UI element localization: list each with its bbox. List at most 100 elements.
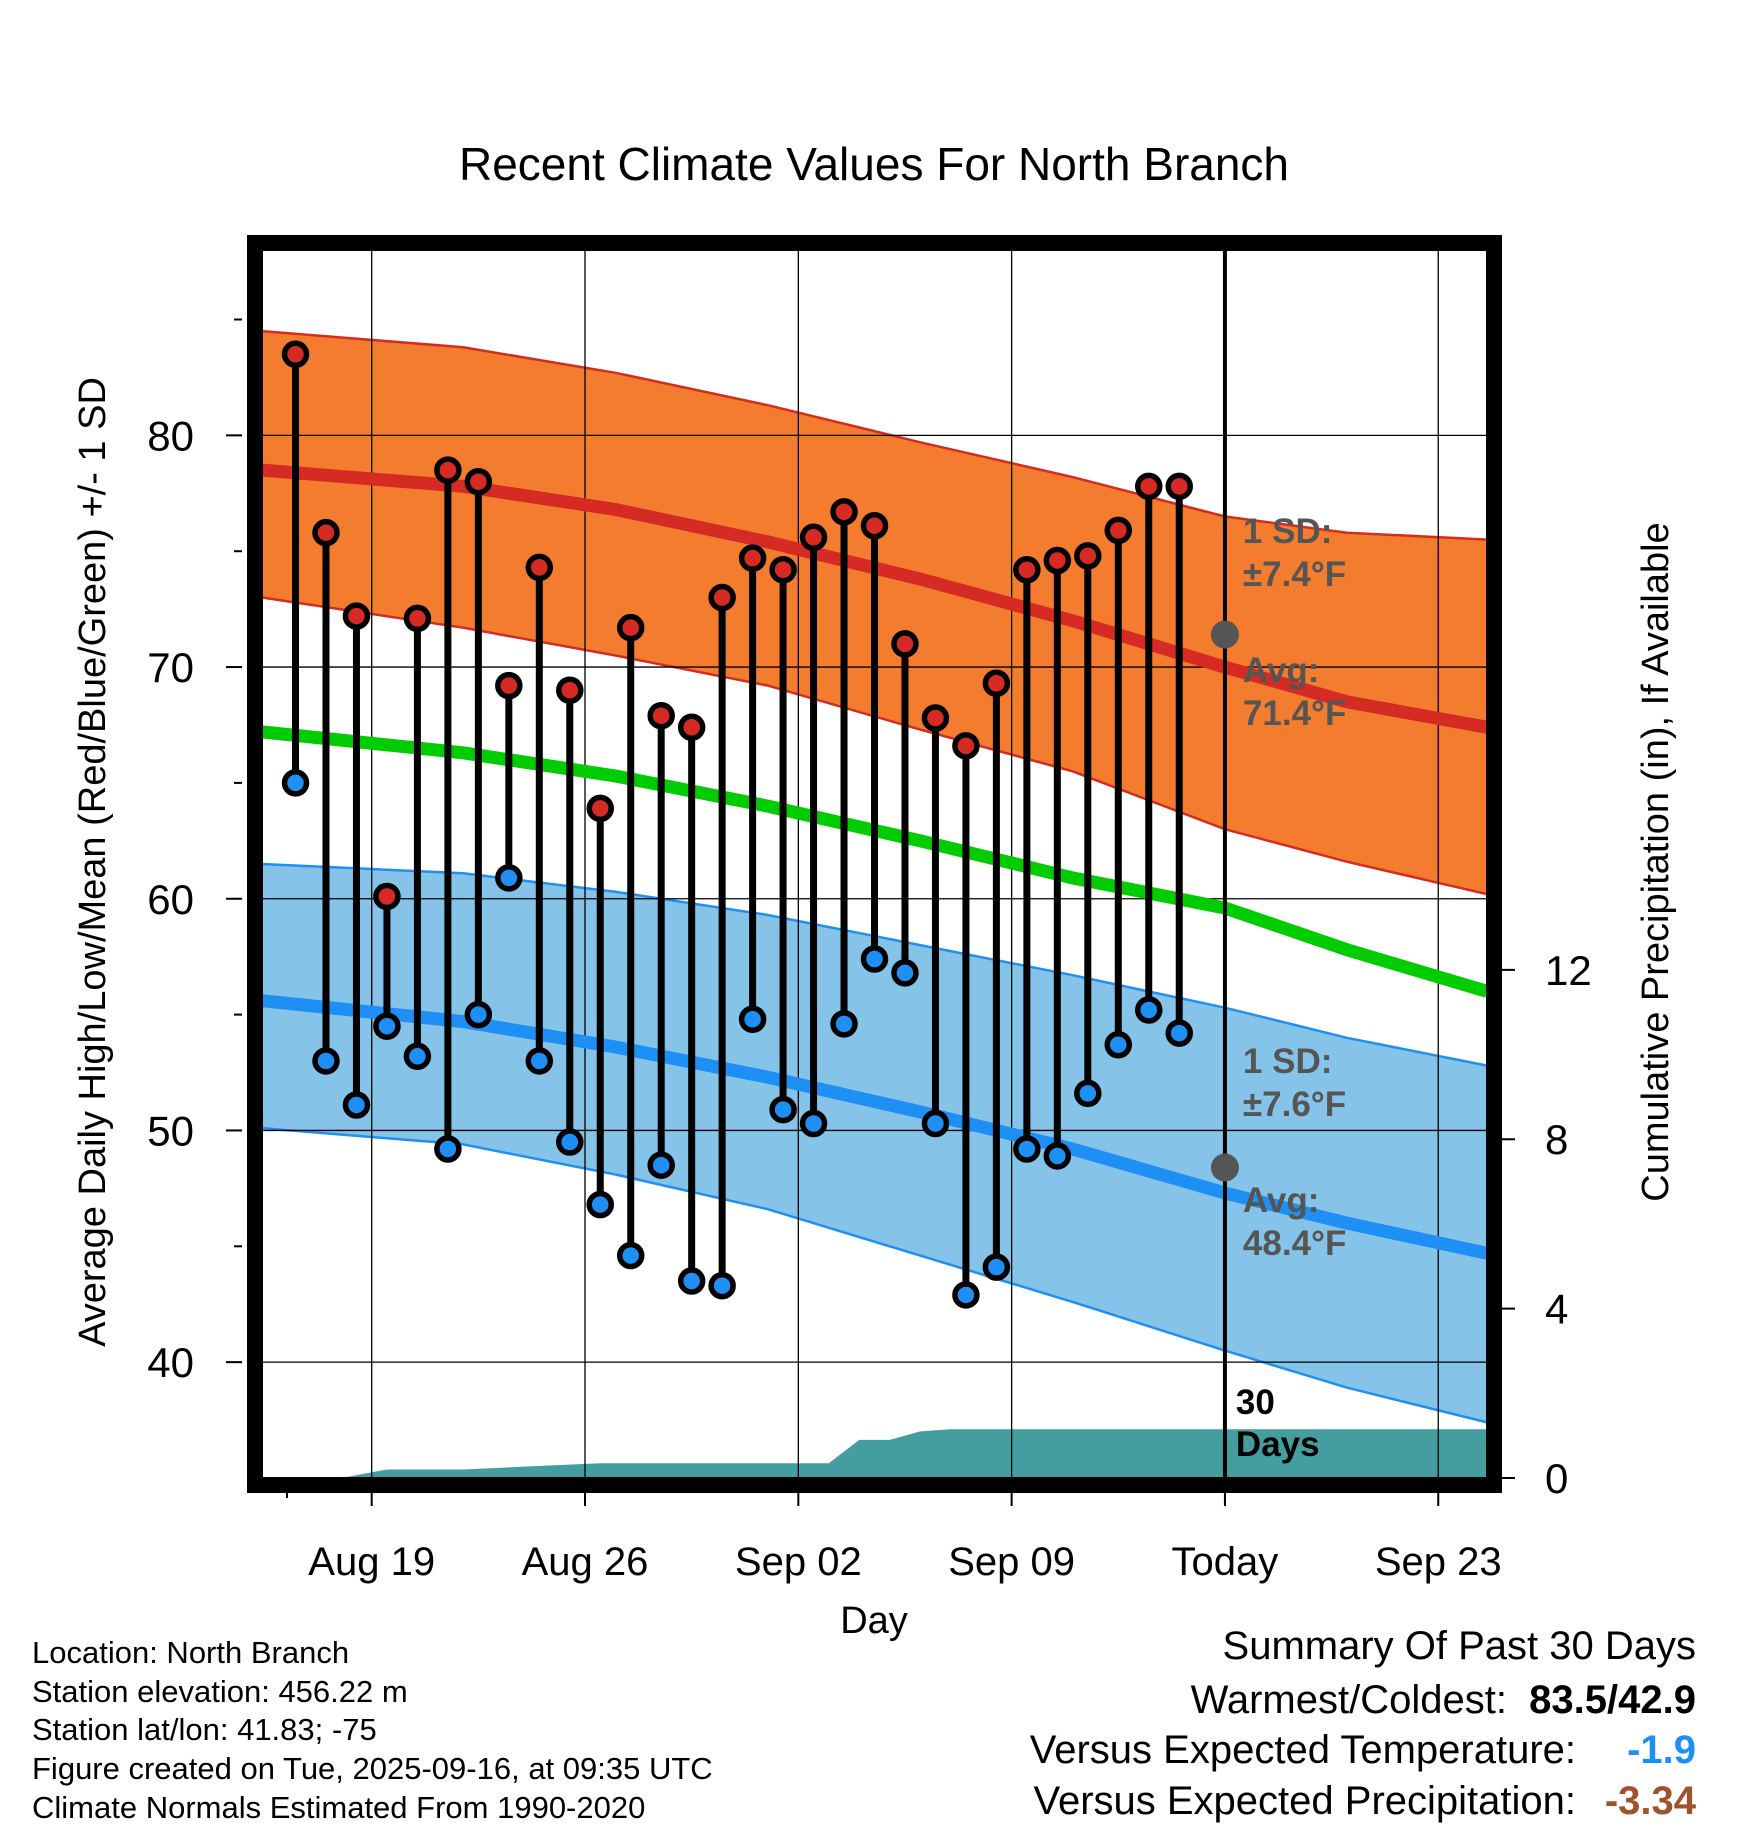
daily-low-point <box>647 1151 675 1179</box>
daily-low-point <box>921 1109 950 1138</box>
x-tick-label: Today <box>1172 1540 1279 1584</box>
daily-low-point <box>556 1128 584 1156</box>
daily-high-point <box>738 544 767 572</box>
summary-precip: Versus Expected Precipitation: -3.34 <box>1033 1779 1696 1824</box>
daily-high-point <box>982 669 1011 698</box>
high-sd-label: 1 SD: <box>1243 512 1332 551</box>
high-sd-value: ±7.4°F <box>1243 555 1346 594</box>
temp-deviation-value: -1.9 <box>1627 1728 1696 1772</box>
plot-frame <box>247 235 1502 1493</box>
daily-high-point <box>525 553 554 582</box>
y-tick-label: 50 <box>147 1107 194 1154</box>
today-days-label: Days <box>1236 1425 1320 1464</box>
daily-high-point <box>403 604 432 633</box>
summary-title: Summary Of Past 30 Days <box>1222 1624 1696 1668</box>
daily-low-point <box>1165 1019 1193 1047</box>
y2-tick-label: 8 <box>1545 1116 1568 1163</box>
daily-high-point <box>769 555 797 584</box>
summary-warm-cold: Warmest/Coldest: 83.5/42.9 <box>1191 1678 1696 1723</box>
daily-low-point <box>708 1271 736 1300</box>
daily-low-point <box>312 1047 340 1075</box>
plot-area: 1 SD: ±7.4°F Avg: 71.4°F 1 SD: ±7.6°F Avg: 48.4… <box>147 235 1592 1584</box>
daily-low-point <box>1074 1079 1102 1108</box>
daily-low-point <box>495 864 523 892</box>
y-axis-label: Average Daily High/Low/Mean (Red/Blue/Gr… <box>72 377 114 1347</box>
low-band-lower-edge <box>261 1126 1488 1424</box>
daily-high-point <box>434 456 462 484</box>
x-tick-label: Sep 23 <box>1375 1540 1502 1584</box>
daily-low-point <box>1104 1030 1133 1059</box>
daily-low-point <box>434 1135 462 1163</box>
temp-label: Versus Expected Temperature: <box>1029 1728 1576 1772</box>
daily-low-point <box>860 945 889 973</box>
daily-low-point <box>616 1241 645 1270</box>
daily-high-point <box>677 713 706 742</box>
daily-low-point <box>830 1010 858 1038</box>
precip-area <box>262 1429 1487 1478</box>
y2-tick-label: 12 <box>1545 947 1592 994</box>
normal-high-line <box>261 463 1489 734</box>
precip-label: Versus Expected Precipitation: <box>1033 1779 1576 1823</box>
daily-low-point <box>952 1281 980 1309</box>
today-low-avg-marker <box>1210 1153 1239 1182</box>
daily-high-point <box>1135 472 1163 501</box>
y-tick-label: 70 <box>147 644 194 691</box>
y-tick-label: 80 <box>147 412 194 459</box>
warmest-value: 83.5 <box>1529 1678 1608 1722</box>
low-avg-value: 48.4°F <box>1243 1224 1347 1263</box>
x-tick-label: Aug 26 <box>522 1540 649 1584</box>
daily-high-point <box>1043 546 1072 575</box>
daily-high-point <box>556 676 584 704</box>
normal-mean-line <box>261 725 1489 998</box>
daily-low-point <box>1013 1135 1041 1163</box>
daily-low-point <box>1135 996 1163 1024</box>
daily-high-point <box>952 732 980 760</box>
daily-high-point <box>921 704 950 732</box>
daily-high-point <box>495 671 523 700</box>
daily-low-point <box>342 1091 371 1119</box>
daily-high-point <box>586 794 614 823</box>
normal-low-line <box>261 994 1489 1260</box>
coldest-value: /42.9 <box>1607 1678 1696 1722</box>
daily-low-point <box>738 1005 767 1033</box>
daily-low-point <box>891 959 919 987</box>
daily-high-point <box>281 340 310 369</box>
daily-low-point <box>769 1095 797 1124</box>
daily-high-point <box>1104 516 1133 545</box>
daily-low-point <box>982 1253 1011 1281</box>
precip-deviation-value: -3.34 <box>1604 1779 1696 1823</box>
daily-low-point <box>799 1109 828 1138</box>
y2-tick-label: 0 <box>1545 1455 1568 1502</box>
daily-high-point <box>708 583 736 612</box>
daily-low-point <box>403 1042 432 1071</box>
daily-high-point <box>1013 555 1041 584</box>
daily-low-point <box>525 1047 554 1075</box>
low-avg-label: Avg: <box>1243 1181 1319 1220</box>
daily-high-point <box>891 630 919 658</box>
today-high-avg-marker <box>1210 620 1239 649</box>
daily-high-point <box>342 602 371 630</box>
daily-high-point <box>464 467 493 496</box>
daily-low-point <box>1043 1142 1072 1170</box>
high-band-lower-edge <box>261 596 1488 896</box>
x-tick-label: Sep 02 <box>735 1540 862 1584</box>
info-created: Figure created on Tue, 2025-09-16, at 09… <box>32 1751 713 1786</box>
info-elevation: Station elevation: 456.22 m <box>32 1674 408 1709</box>
high-avg-value: 71.4°F <box>1243 694 1347 733</box>
daily-low-point <box>677 1267 706 1295</box>
x-axis-label: Day <box>840 1600 908 1642</box>
daily-low-point <box>373 1012 401 1040</box>
y2-tick-label: 4 <box>1545 1286 1568 1333</box>
daily-high-point <box>312 518 340 547</box>
info-location: Location: North Branch <box>32 1635 350 1670</box>
daily-high-point <box>830 498 858 526</box>
high-avg-label: Avg: <box>1243 651 1319 690</box>
y2-axis-label: Cumulative Precipitation (in), If Availa… <box>1635 522 1677 1201</box>
summary-temp: Versus Expected Temperature: -1.9 <box>1030 1728 1696 1773</box>
daily-high-point <box>799 523 828 552</box>
daily-high-point <box>860 511 889 540</box>
x-tick-label: Aug 19 <box>308 1540 435 1584</box>
info-normals: Climate Normals Estimated From 1990-2020 <box>32 1790 646 1825</box>
today-days-number: 30 <box>1236 1383 1275 1422</box>
